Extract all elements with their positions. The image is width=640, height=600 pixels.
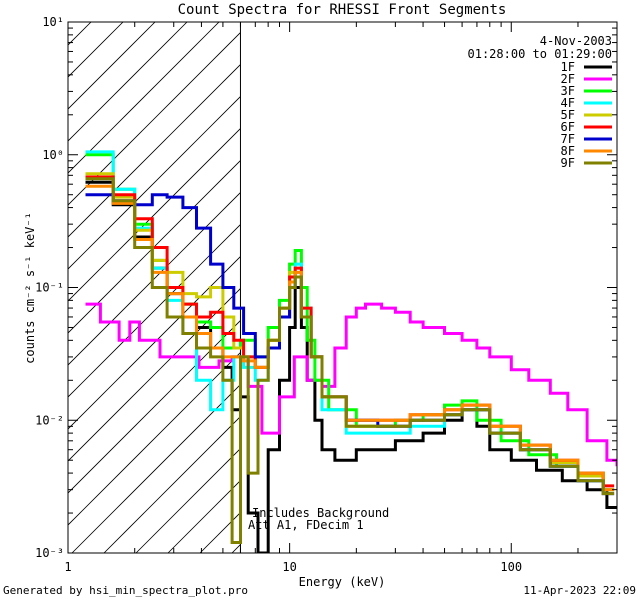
legend-label-9f: 9F <box>561 156 575 170</box>
hatch-line <box>296 0 640 553</box>
hatch-line <box>68 287 241 462</box>
axis-tick-labels: 1 10 100 10⁻³ 10⁻² 10⁻¹ 10⁰ 10¹ <box>35 15 522 574</box>
hatch-line <box>68 22 220 174</box>
legend-label-1f: 1F <box>561 60 575 74</box>
y-tick-label: 10¹ <box>42 15 64 29</box>
legend-label-4f: 4F <box>561 96 575 110</box>
hatch-line <box>0 0 24 553</box>
y-tick-label: 10⁻¹ <box>35 281 64 295</box>
hatch-line <box>68 351 241 526</box>
series-4f <box>85 150 615 492</box>
axis-ticks <box>67 21 618 554</box>
hatch-line <box>135 447 241 553</box>
hatch-line <box>68 319 241 494</box>
y-tick-label: 10⁻³ <box>35 546 64 560</box>
series-layer <box>85 150 617 553</box>
x-tick-label: 100 <box>500 560 522 574</box>
series-9f <box>85 177 615 544</box>
y-tick-label: 10⁻² <box>35 413 64 427</box>
hatch-line <box>264 0 640 553</box>
hatch-line <box>68 159 241 334</box>
series-3f <box>85 153 615 492</box>
hatch-line <box>68 127 241 302</box>
series-2f <box>85 302 617 467</box>
date-label: 4-Nov-2003 <box>540 34 612 48</box>
annotation-background: Includes Background <box>252 506 389 520</box>
series-8f <box>85 184 615 492</box>
legend-label-7f: 7F <box>561 132 575 146</box>
time-range-label: 01:28:00 to 01:29:00 <box>468 47 613 61</box>
series-1f <box>85 180 617 553</box>
x-axis-label: Energy (keV) <box>299 575 386 589</box>
x-tick-label: 1 <box>64 560 71 574</box>
y-axis-label: counts cm⁻² s⁻¹ keV⁻¹ <box>23 212 37 364</box>
legend-label-2f: 2F <box>561 72 575 86</box>
hatch-line <box>68 255 241 430</box>
hatch-line <box>68 63 241 238</box>
hatch-line <box>71 383 241 553</box>
hatch-line <box>103 415 241 553</box>
legend-label-3f: 3F <box>561 84 575 98</box>
x-tick-label: 10 <box>282 560 296 574</box>
legend-label-8f: 8F <box>561 144 575 158</box>
plot-frame <box>67 21 618 554</box>
generated-by-label: Generated by hsi_min_spectra_plot.pro <box>3 584 249 597</box>
legend-label-5f: 5F <box>561 108 575 122</box>
hatch-line <box>68 22 188 142</box>
hatch-line <box>68 22 92 46</box>
legend-label-6f: 6F <box>561 120 575 134</box>
y-tick-label: 10⁰ <box>42 148 64 162</box>
hatch-line <box>68 22 156 110</box>
series-6f <box>85 175 615 488</box>
hatch-line <box>68 31 241 206</box>
hatch-line <box>68 223 241 398</box>
hatch-line <box>0 0 88 553</box>
annotation-attenuator: Att A1, FDecim 1 <box>248 518 364 532</box>
chart-title: Count Spectra for RHESSI Front Segments <box>178 2 507 18</box>
timestamp-label: 11-Apr-2023 22:09 <box>523 584 636 597</box>
